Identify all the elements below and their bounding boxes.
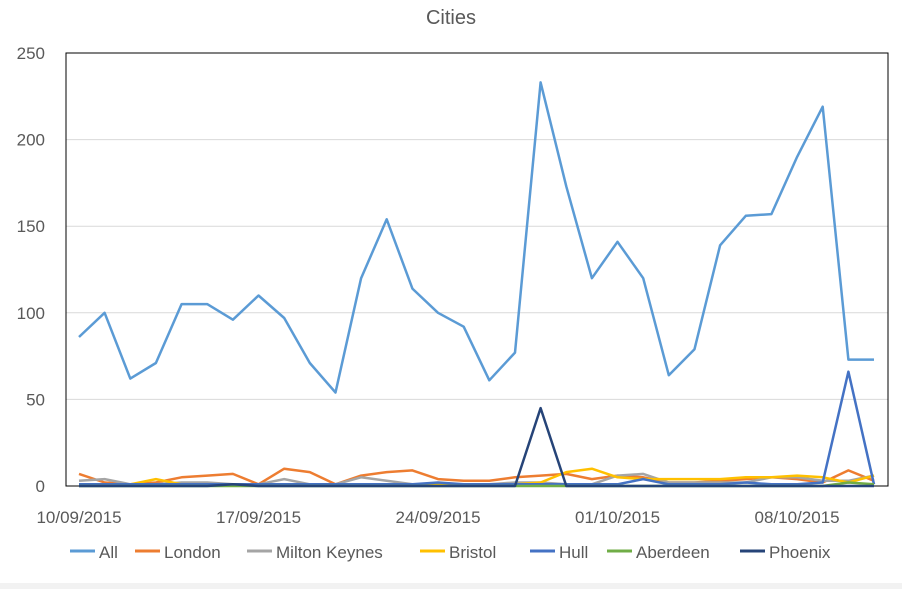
legend-item: Hull xyxy=(530,543,588,562)
y-tick-label: 100 xyxy=(17,304,45,323)
legend-item: Milton Keynes xyxy=(247,543,383,562)
y-tick-label: 250 xyxy=(17,44,45,63)
legend-label: Hull xyxy=(559,543,588,562)
legend-item: Aberdeen xyxy=(607,543,710,562)
legend-label: Bristol xyxy=(449,543,496,562)
series-line xyxy=(79,370,876,486)
series-line xyxy=(78,81,874,394)
x-tick-label: 01/10/2015 xyxy=(575,508,660,527)
y-tick-label: 200 xyxy=(17,131,45,150)
x-tick-label: 08/10/2015 xyxy=(755,508,840,527)
series-line xyxy=(79,406,874,488)
series-lines xyxy=(78,81,876,488)
series-line xyxy=(78,467,875,486)
x-tick-label: 17/09/2015 xyxy=(216,508,301,527)
legend-label: Milton Keynes xyxy=(276,543,383,562)
gridlines xyxy=(65,52,889,487)
legend: All London Milton Keynes Bristol Hull Aberdee… xyxy=(70,543,831,562)
x-axis-ticks: 10/09/2015 17/09/2015 24/09/2015 01/10/2015… xyxy=(36,508,839,527)
legend-item: London xyxy=(135,543,221,562)
legend-label: Aberdeen xyxy=(636,543,710,562)
legend-label: All xyxy=(99,543,118,562)
legend-item: Bristol xyxy=(420,543,496,562)
x-tick-label: 10/09/2015 xyxy=(36,508,121,527)
y-tick-label: 0 xyxy=(36,477,45,496)
legend-item: Phoenix xyxy=(740,543,831,562)
legend-label: Phoenix xyxy=(769,543,831,562)
chart-title: Cities xyxy=(426,7,476,29)
x-tick-label: 24/09/2015 xyxy=(395,508,480,527)
legend-label: London xyxy=(164,543,221,562)
legend-item: All xyxy=(70,543,118,562)
plot-area-border xyxy=(65,52,889,487)
y-tick-label: 50 xyxy=(26,390,45,409)
y-axis-ticks: 0 50 100 150 200 250 xyxy=(17,44,45,496)
y-tick-label: 150 xyxy=(17,217,45,236)
